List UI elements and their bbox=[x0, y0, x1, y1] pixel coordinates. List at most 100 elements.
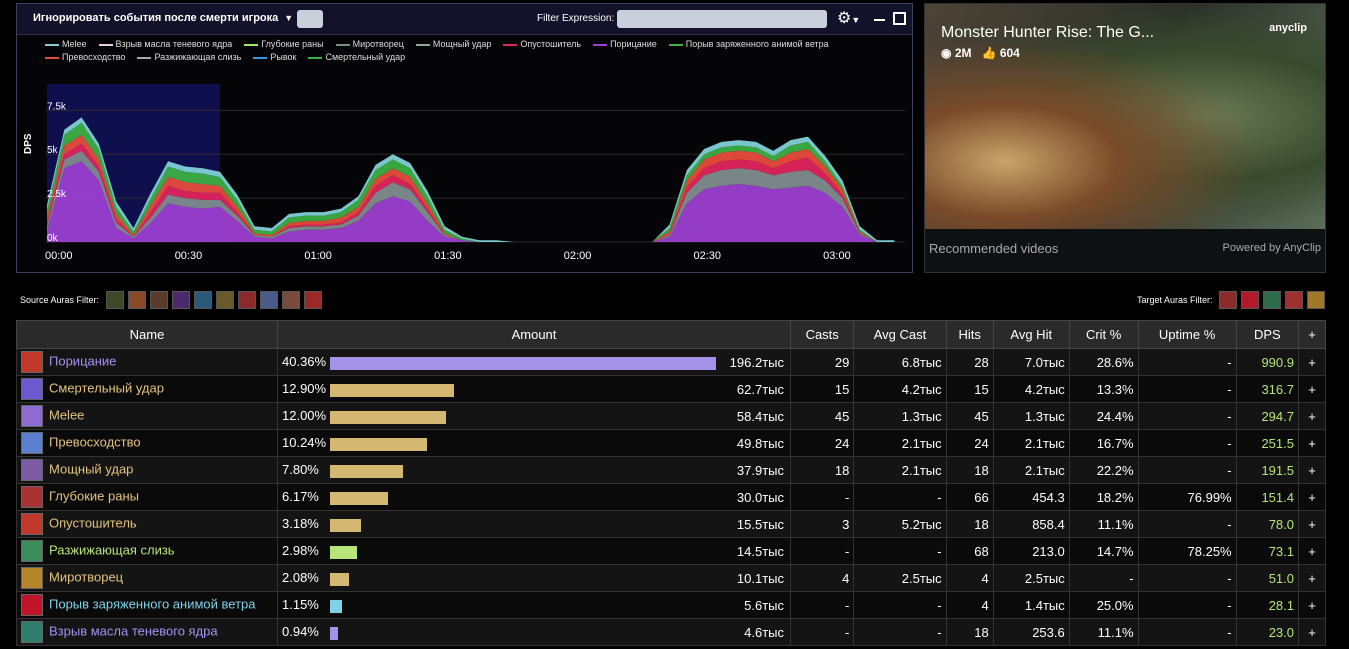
header-uptime[interactable]: Uptime % bbox=[1137, 320, 1237, 349]
expand-row-button[interactable]: + bbox=[1298, 375, 1326, 403]
video-title[interactable]: Monster Hunter Rise: The G... bbox=[941, 24, 1155, 41]
expand-row-button[interactable]: + bbox=[1298, 402, 1326, 430]
table-row[interactable]: Порицание 40.36% 196.2тыс 29 6.8тыс 28 7.0тыс 2… bbox=[16, 348, 1326, 376]
expand-row-button[interactable]: + bbox=[1298, 591, 1326, 619]
legend-item[interactable]: Порыв заряженного анимой ветра bbox=[668, 38, 829, 51]
table-row[interactable]: Миротворец 2.08% 10.1тыс 4 2.5тыс 4 2.5тыс - -51… bbox=[16, 564, 1326, 592]
ability-name[interactable]: Смертельный удар bbox=[49, 380, 164, 396]
ability-name-cell[interactable]: Взрыв масла теневого ядра bbox=[16, 618, 278, 646]
gear-icon[interactable]: ⚙▼ bbox=[837, 10, 861, 27]
filter-expression-input[interactable] bbox=[617, 10, 827, 28]
legend-item[interactable]: Рывок bbox=[253, 51, 296, 64]
ability-name[interactable]: Глубокие раны bbox=[49, 488, 139, 504]
series-area[interactable] bbox=[47, 134, 895, 242]
legend-item[interactable]: Смертельный удар bbox=[308, 51, 405, 64]
legend-item[interactable]: Melee bbox=[45, 38, 87, 51]
aura-icon[interactable] bbox=[127, 291, 146, 309]
header-avg-hit[interactable]: Avg Hit bbox=[992, 320, 1070, 349]
ability-name[interactable]: Взрыв масла теневого ядра bbox=[49, 623, 218, 639]
table-row[interactable]: Melee 12.00% 58.4тыс 45 1.3тыс 45 1.3тыс 24.4% -… bbox=[16, 402, 1326, 430]
legend-item[interactable]: Глубокие раны bbox=[244, 38, 324, 51]
header-plus[interactable]: + bbox=[1298, 320, 1326, 349]
header-amount[interactable]: Amount bbox=[277, 320, 791, 349]
legend-item[interactable]: Превосходство bbox=[45, 51, 125, 64]
header-casts[interactable]: Casts bbox=[789, 320, 855, 349]
maximize-icon[interactable] bbox=[893, 12, 906, 25]
table-row[interactable]: Смертельный удар 12.90% 62.7тыс 15 4.2тыс 15 4… bbox=[16, 375, 1326, 403]
expand-row-button[interactable]: + bbox=[1298, 537, 1326, 565]
header-crit[interactable]: Crit % bbox=[1068, 320, 1139, 349]
ability-name[interactable]: Превосходство bbox=[49, 434, 141, 450]
expand-row-button[interactable]: + bbox=[1298, 618, 1326, 646]
header-dps[interactable]: DPS bbox=[1235, 320, 1300, 349]
legend-item[interactable]: Порицание bbox=[593, 38, 657, 51]
video-ad-panel[interactable]: Monster Hunter Rise: The G... ◉ 2M 👍 604… bbox=[924, 3, 1326, 273]
ability-name-cell[interactable]: Превосходство bbox=[16, 429, 278, 457]
ability-name-cell[interactable]: Разжижающая слизь bbox=[16, 537, 278, 565]
legend-item[interactable]: Мощный удар bbox=[415, 38, 491, 51]
ability-name[interactable]: Миротворец bbox=[49, 569, 124, 585]
aura-icon[interactable] bbox=[237, 291, 256, 309]
ability-name-cell[interactable]: Порыв заряженного анимой ветра bbox=[16, 591, 278, 619]
expand-row-button[interactable]: + bbox=[1298, 564, 1326, 592]
expand-row-button[interactable]: + bbox=[1298, 429, 1326, 457]
aura-icon[interactable] bbox=[215, 291, 234, 309]
legend-label: Порыв заряженного анимой ветра bbox=[685, 39, 829, 49]
aura-icon[interactable] bbox=[1219, 291, 1237, 309]
expand-row-button[interactable]: + bbox=[1298, 510, 1326, 538]
table-row[interactable]: Превосходство 10.24% 49.8тыс 24 2.1тыс 24 2.1т… bbox=[16, 429, 1326, 457]
header-avg-cast[interactable]: Avg Cast bbox=[853, 320, 947, 349]
aura-icon[interactable] bbox=[303, 291, 322, 309]
header-name[interactable]: Name bbox=[16, 320, 278, 349]
expand-row-button[interactable]: + bbox=[1298, 456, 1326, 484]
aura-icon[interactable] bbox=[1241, 291, 1259, 309]
legend-swatch bbox=[253, 56, 268, 59]
ability-name[interactable]: Опустошитель bbox=[49, 515, 137, 531]
death-filter-dropdown[interactable]: Игнорировать события после смерти игрока… bbox=[33, 12, 293, 24]
table-row[interactable]: Мощный удар 7.80% 37.9тыс 18 2.1тыс 18 2.1тыс 2… bbox=[16, 456, 1326, 484]
series-area[interactable] bbox=[47, 143, 895, 242]
legend-item[interactable]: Опустошитель bbox=[503, 38, 581, 51]
table-row[interactable]: Разжижающая слизь 2.98% 14.5тыс - -68 213.0 14… bbox=[16, 537, 1326, 565]
avg-hit-cell: 1.3тыс bbox=[992, 402, 1070, 430]
ability-name-cell[interactable]: Глубокие раны bbox=[16, 483, 278, 511]
ability-name[interactable]: Мощный удар bbox=[49, 461, 134, 477]
expand-row-button[interactable]: + bbox=[1298, 483, 1326, 511]
series-area[interactable] bbox=[47, 122, 895, 242]
legend-item[interactable]: Миротворец bbox=[335, 38, 404, 51]
ability-name[interactable]: Порыв заряженного анимой ветра bbox=[49, 596, 256, 612]
aura-icon[interactable] bbox=[1285, 291, 1303, 309]
ability-name[interactable]: Разжижающая слизь bbox=[49, 542, 175, 558]
aura-icon[interactable] bbox=[1307, 291, 1325, 309]
table-row[interactable]: Взрыв масла теневого ядра 0.94% 4.6тыс - -18… bbox=[16, 618, 1326, 646]
table-row[interactable]: Опустошитель 3.18% 15.5тыс 3 5.2тыс 18 858.4 11… bbox=[16, 510, 1326, 538]
ability-name[interactable]: Порицание bbox=[49, 353, 117, 369]
anyclip-logo[interactable]: anyclip bbox=[1269, 22, 1307, 34]
toggle-box[interactable] bbox=[297, 10, 323, 28]
ability-name-cell[interactable]: Смертельный удар bbox=[16, 375, 278, 403]
aura-icon[interactable] bbox=[259, 291, 278, 309]
legend-item[interactable]: Взрыв масла теневого ядра bbox=[98, 38, 232, 51]
expand-row-button[interactable]: + bbox=[1298, 348, 1326, 376]
aura-icon[interactable] bbox=[281, 291, 300, 309]
aura-icon[interactable] bbox=[193, 291, 212, 309]
video-thumbnail[interactable] bbox=[925, 4, 1325, 229]
aura-icon[interactable] bbox=[105, 291, 124, 309]
ability-name-cell[interactable]: Миротворец bbox=[16, 564, 278, 592]
chart-legend: Melee Взрыв масла теневого ядра Глубокие р… bbox=[45, 38, 905, 64]
ability-name[interactable]: Melee bbox=[49, 407, 85, 423]
ability-name-cell[interactable]: Мощный удар bbox=[16, 456, 278, 484]
ability-name-cell[interactable]: Опустошитель bbox=[16, 510, 278, 538]
ability-name-cell[interactable]: Порицание bbox=[16, 348, 278, 376]
header-hits[interactable]: Hits bbox=[945, 320, 994, 349]
table-row[interactable]: Глубокие раны 6.17% 30.0тыс - -66 454.3 18.2% 7… bbox=[16, 483, 1326, 511]
aura-icon[interactable] bbox=[1263, 291, 1281, 309]
ability-name-cell[interactable]: Melee bbox=[16, 402, 278, 430]
aura-icon[interactable] bbox=[171, 291, 190, 309]
table-row[interactable]: Порыв заряженного анимой ветра 1.15% 5.6ты… bbox=[16, 591, 1326, 619]
aura-icon[interactable] bbox=[149, 291, 168, 309]
series-area[interactable] bbox=[47, 161, 895, 242]
dps-area-chart[interactable]: 0k 2.5k 5k 7.5k bbox=[45, 74, 905, 246]
legend-item[interactable]: Разжижающая слизь bbox=[137, 51, 241, 64]
minimize-icon[interactable] bbox=[874, 19, 885, 21]
